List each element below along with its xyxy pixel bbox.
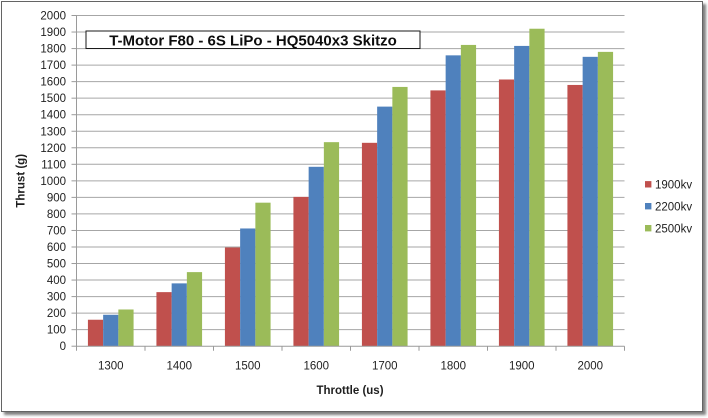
svg-text:0: 0: [60, 341, 66, 353]
svg-text:Throttle (us): Throttle (us): [316, 385, 383, 397]
svg-text:800: 800: [47, 209, 66, 221]
svg-text:1800: 1800: [440, 361, 466, 373]
svg-text:1700: 1700: [372, 361, 398, 373]
svg-text:1900kv: 1900kv: [655, 179, 692, 191]
svg-text:1700: 1700: [40, 60, 66, 72]
svg-text:300: 300: [47, 292, 66, 304]
svg-text:2000: 2000: [40, 11, 66, 23]
svg-text:600: 600: [47, 242, 66, 254]
svg-text:2000: 2000: [577, 361, 603, 373]
svg-text:100: 100: [47, 325, 66, 337]
svg-text:1600: 1600: [303, 361, 329, 373]
svg-text:1900: 1900: [509, 361, 535, 373]
svg-text:2500kv: 2500kv: [655, 223, 692, 235]
svg-text:Thrust (g): Thrust (g): [16, 154, 28, 208]
svg-text:400: 400: [47, 275, 66, 287]
svg-text:700: 700: [47, 225, 66, 237]
svg-text:1100: 1100: [41, 159, 66, 171]
svg-text:1600: 1600: [40, 77, 66, 89]
svg-text:1500: 1500: [235, 361, 261, 373]
svg-text:1500: 1500: [40, 93, 66, 105]
svg-text:1300: 1300: [40, 126, 66, 138]
svg-text:500: 500: [47, 259, 66, 271]
svg-text:200: 200: [47, 308, 66, 320]
svg-text:1000: 1000: [40, 176, 66, 188]
svg-text:T-Motor F80 - 6S LiPo - HQ5040: T-Motor F80 - 6S LiPo - HQ5040x3 Skitzo: [109, 33, 397, 50]
svg-text:1400: 1400: [166, 361, 192, 373]
svg-text:1300: 1300: [98, 361, 124, 373]
svg-text:1200: 1200: [40, 143, 66, 155]
svg-text:1400: 1400: [40, 110, 66, 122]
svg-text:1900: 1900: [40, 27, 66, 39]
svg-text:900: 900: [47, 192, 66, 204]
svg-text:2200kv: 2200kv: [655, 201, 692, 213]
svg-text:1800: 1800: [40, 44, 66, 56]
